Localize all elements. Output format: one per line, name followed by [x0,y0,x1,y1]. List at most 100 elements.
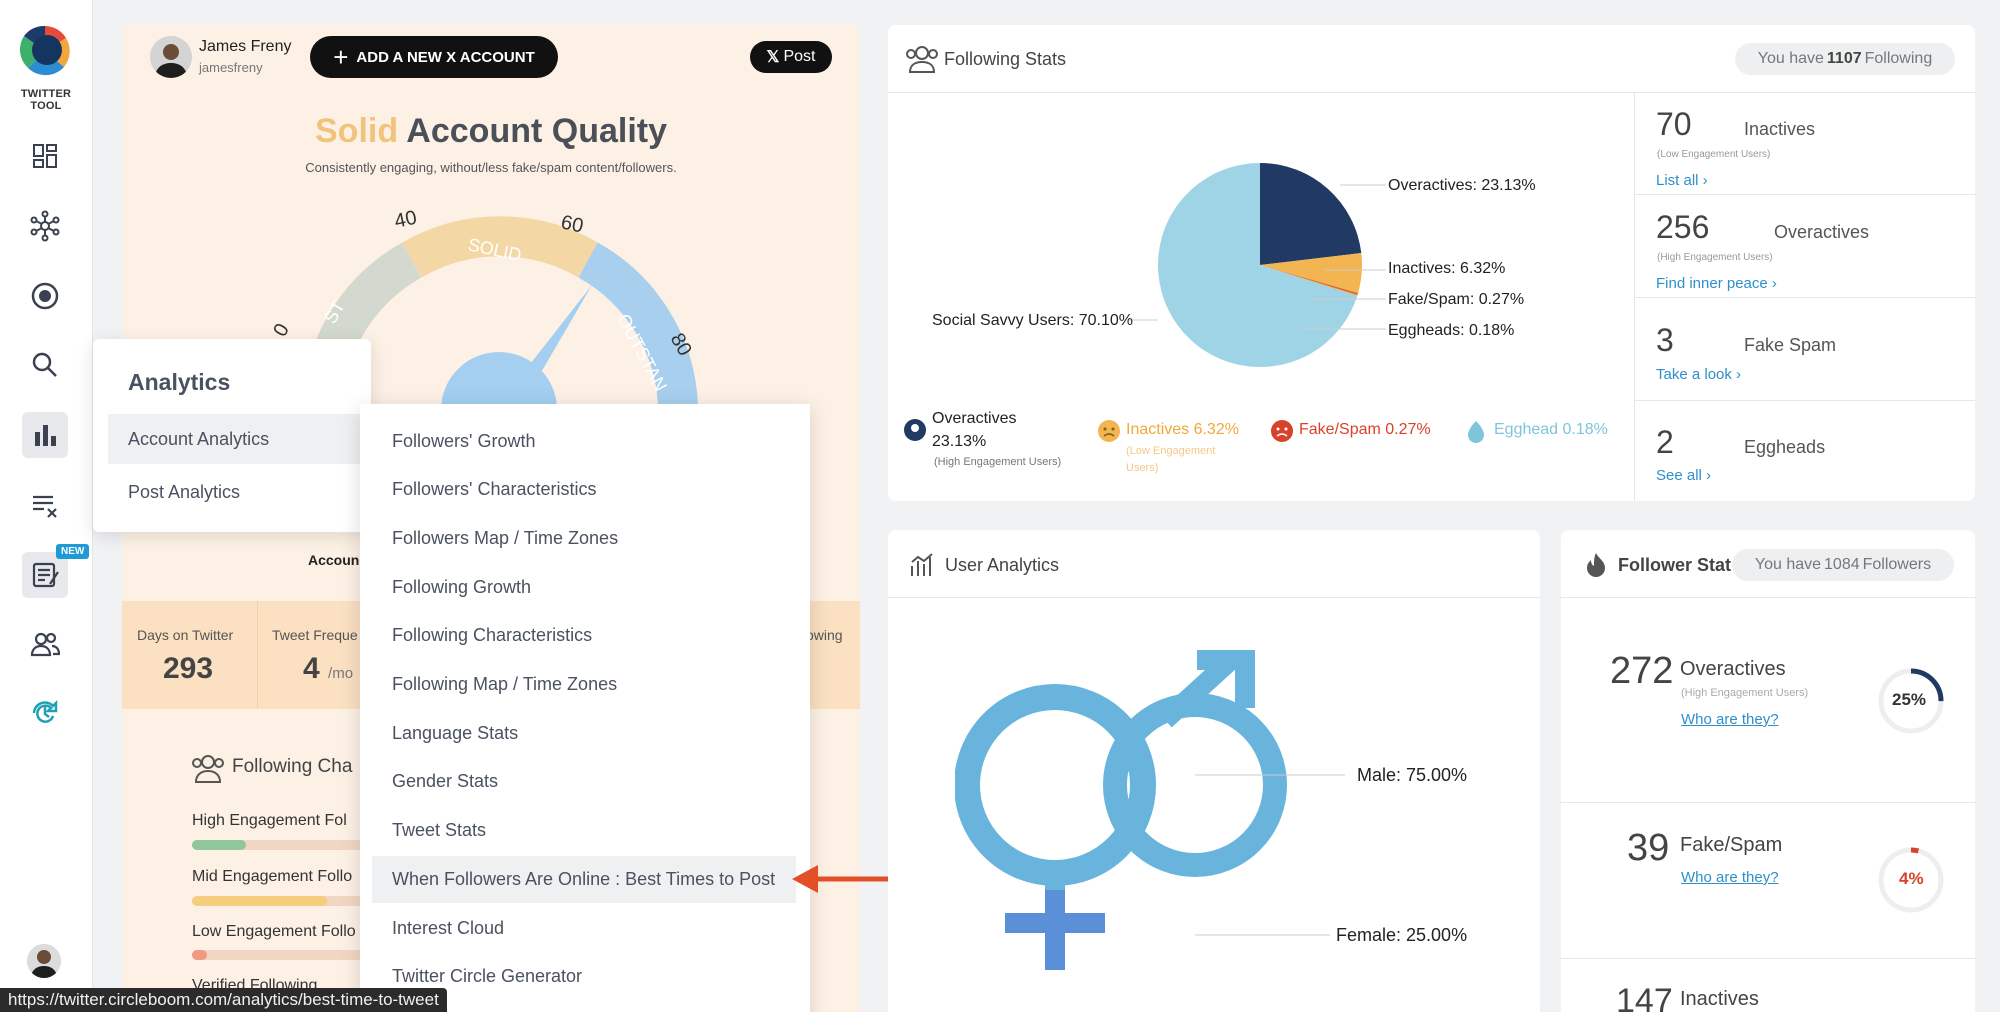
gauge-tick-60: 60 [559,211,585,237]
network-icon[interactable] [22,203,68,249]
fs-divider-1 [1561,802,1975,803]
fakespam-legend-icon [1271,420,1293,442]
fs-fakespam-pct: 4% [1899,869,1924,888]
schedule-sync-icon[interactable] [22,690,68,736]
analytics-icon[interactable] [22,412,68,458]
fc-mid-label: Mid Engagement Follo [192,868,353,885]
kpi-eggheads-label: Eggheads [1744,437,1826,457]
pie-callout-fakespam: Fake/Spam: 0.27% [1388,291,1525,308]
kpi-fakespam-link[interactable]: Take a look › [1656,366,1742,383]
account-name: James Freny [199,38,292,55]
kpi-fakespam [1635,299,1975,401]
kpi-fakespam-label: Fake Spam [1744,335,1837,355]
pie-callout-overactives: Overactives: 23.13% [1388,177,1536,194]
users-icon[interactable] [22,621,68,667]
x-post-button[interactable]: 𝕏 Post [750,41,832,73]
stat-frequency-number: 4 [303,652,320,685]
fc-high-bar [192,840,492,850]
logo-text: TWITTER TOOL [20,88,72,112]
stat-following-label: owing [806,627,843,643]
overactives-legend-icon [904,419,926,441]
target-icon[interactable] [22,273,68,319]
fs-fakespam-num: 39 [1627,827,1670,869]
kpi-eggheads-link[interactable]: See all › [1656,467,1712,484]
fs-inactives-label: Inactives [1680,988,1759,1010]
following-group-icon [192,755,224,783]
pie-slice-social-savvy-users [1158,163,1358,367]
kpi-eggheads-num: 2 [1656,424,1674,460]
pie-slice-eggheads [1260,265,1358,296]
legend-fakespam: Fake/Spam 0.27% [1299,421,1431,438]
submenu-followers-characteristics[interactable]: Followers' Characteristics [392,479,597,499]
quality-title: Solid Account Quality [122,112,860,151]
user-analytics-icon [911,553,933,576]
gauge-tick-0: 0 [269,320,294,341]
user-avatar[interactable] [27,944,61,978]
kpi-overactives-label: Overactives [1774,222,1870,242]
pie-leader-lines [1302,184,1386,330]
account-avatar[interactable] [150,36,192,78]
submenu-following-characteristics[interactable]: Following Characteristics [392,625,593,645]
pie-callout-inactives: Inactives: 6.32% [1388,260,1506,277]
kpi-inactives-num: 70 [1656,106,1692,142]
following-stats-icon [906,46,938,73]
submenu-circle-generator[interactable]: Twitter Circle Generator [392,966,583,986]
submenu-interest-cloud[interactable]: Interest Cloud [392,918,505,938]
stat-days-value: 293 [163,652,214,685]
kpi-overactives-link[interactable]: Find inner peace › [1656,275,1777,292]
fs-overactives-sub: (High Engagement Users) [1681,687,1809,699]
legend-egghead: Egghead 0.18% [1494,421,1608,438]
fc-low-label: Low Engagement Follo [192,923,356,940]
account-section-label: Accoun [308,552,360,568]
submenu-gender-stats[interactable]: Gender Stats [392,771,499,791]
submenu-following-growth[interactable]: Following Growth [392,577,532,597]
legend-inactives: Inactives 6.32% [1126,421,1239,438]
following-char-title: Following Cha [232,756,353,777]
dashboard-icon[interactable] [22,133,68,179]
post-editor-icon[interactable] [22,552,68,598]
stat-days-label: Days on Twitter [137,627,234,643]
search-icon[interactable] [22,342,68,388]
fs-overactives-link[interactable]: Who are they? [1681,711,1779,728]
kpi-inactives [1635,93,1975,195]
menu-post-analytics[interactable]: Post Analytics [128,481,241,502]
inactives-legend-icon [1098,420,1120,442]
follower-stats-header [1561,530,1975,598]
plus-icon: + [333,42,349,72]
analytics-menu-title: Analytics [128,369,231,395]
account-handle: jamesfreny [199,60,263,75]
kpi-inactives-link[interactable]: List all › [1656,172,1708,189]
following-pie-chart [1158,163,1362,367]
fc-high-label: High Engagement Fol [192,812,347,829]
following-pill-prefix: You have [1757,50,1824,67]
post-label: Post [783,48,816,65]
followers-pill-count: 1084 [1824,556,1860,573]
submenu-followers-growth[interactable]: Followers' Growth [392,431,536,451]
fs-fakespam-link[interactable]: Who are they? [1681,869,1779,886]
menu-account-analytics[interactable]: Account Analytics [108,414,360,464]
following-stats-title: Following Stats [944,49,1067,69]
fc-high-fill [192,840,246,850]
following-stats-panel [888,25,1975,501]
pie-slice-inactives [1260,253,1362,294]
fs-fakespam-ring [1878,847,1944,913]
stat-days [122,601,258,709]
stat-frequency-label: Tweet Freque [272,627,358,643]
add-account-button[interactable]: + ADD A NEW X ACCOUNT [310,36,558,78]
submenu-best-times-to-post[interactable]: When Followers Are Online : Best Times t… [372,856,796,903]
submenu-followers-map[interactable]: Followers Map / Time Zones [392,528,619,548]
kpi-overactives-num: 256 [1656,209,1710,245]
fs-overactives-pct: 25% [1892,690,1927,709]
submenu-following-map[interactable]: Following Map / Time Zones [392,674,618,694]
fc-low-fill [192,950,207,960]
submenu-tweet-stats[interactable]: Tweet Stats [392,820,487,840]
legend-overactives-pct: 23.13% [932,433,987,450]
submenu-language-stats[interactable]: Language Stats [392,723,519,743]
legend-inactives-sub1: (Low Engagement [1126,445,1216,457]
female-callout: Female: 25.00% [1336,925,1468,945]
list-remove-icon[interactable] [22,482,68,528]
egghead-legend-icon [1468,421,1484,443]
pie-callout-eggheads: Eggheads: 0.18% [1388,322,1515,339]
app-logo[interactable] [16,22,74,80]
pointer-arrow-icon [792,865,894,893]
